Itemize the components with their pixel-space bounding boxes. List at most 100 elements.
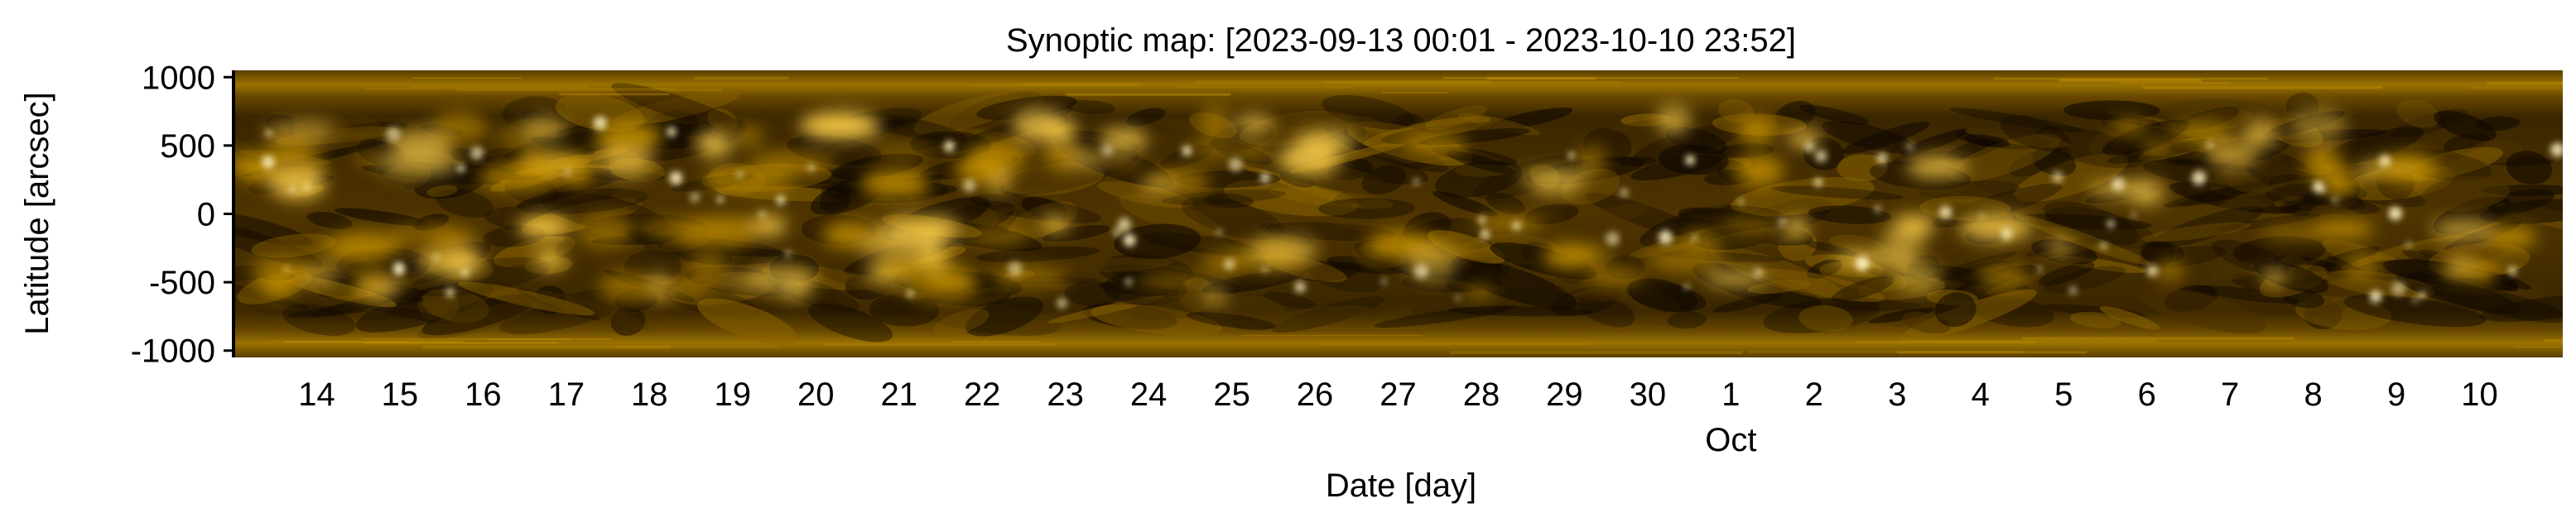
active-region — [954, 156, 1009, 183]
y-tick-label: -1000 — [131, 333, 215, 370]
active-region — [2431, 219, 2496, 240]
texture-patch — [937, 287, 1010, 309]
texture-patch — [1803, 241, 1857, 256]
active-region — [751, 151, 834, 175]
texture-patch — [2014, 153, 2128, 202]
bright-point — [1905, 142, 1914, 151]
limb-streak — [1066, 93, 1230, 96]
active-region — [1704, 273, 1768, 285]
bright-point — [2508, 266, 2517, 276]
texture-patch — [2044, 266, 2126, 294]
texture-patch — [1203, 193, 1254, 208]
bright-point — [943, 141, 956, 152]
texture-patch — [306, 211, 353, 229]
active-region — [2110, 119, 2147, 133]
texture-patch — [1667, 311, 1707, 329]
active-region — [534, 250, 566, 271]
limb-streak — [2058, 79, 2202, 82]
active-region — [1473, 217, 1546, 230]
limb-streak — [824, 343, 1057, 346]
texture-patch — [1842, 122, 1930, 154]
bright-point — [1855, 256, 1870, 271]
texture-patch — [1161, 189, 1286, 205]
limb-streak — [1450, 351, 1743, 354]
bright-point — [717, 196, 724, 204]
active-region — [430, 230, 479, 244]
bright-point — [1229, 157, 1243, 172]
limb-streak — [1487, 77, 1596, 80]
x-tick-label: 26 — [1297, 376, 1334, 413]
active-region — [1717, 218, 1784, 235]
bright-point — [445, 288, 455, 297]
heatmap-image — [234, 70, 2563, 357]
x-tick-label: 25 — [1213, 376, 1250, 413]
active-region — [2290, 108, 2347, 141]
active-region — [1787, 131, 1822, 146]
texture-patch — [525, 289, 651, 330]
texture-patch — [2343, 295, 2486, 328]
texture-patch — [1485, 192, 1525, 215]
texture-patch — [1224, 179, 1359, 217]
active-region — [2304, 146, 2343, 175]
bright-point — [962, 179, 976, 193]
bright-point — [1413, 178, 1420, 185]
x-tick-label: 24 — [1130, 376, 1168, 413]
texture-patch — [334, 208, 429, 227]
texture-patch — [2273, 195, 2304, 207]
texture-patch — [1424, 105, 1487, 131]
limb-streak — [1023, 82, 1143, 86]
texture-patch — [2272, 255, 2342, 272]
bright-point — [1620, 188, 1629, 197]
limb-streak — [422, 345, 672, 349]
texture-patch — [1186, 312, 1276, 330]
x-tick-label: 22 — [964, 376, 1001, 413]
active-region — [389, 129, 453, 160]
texture-patch — [2034, 126, 2146, 169]
texture-patch — [1446, 151, 1514, 175]
bright-point — [2052, 171, 2063, 183]
active-region — [1201, 252, 1246, 275]
x-tick-label: 9 — [2387, 376, 2405, 413]
texture-patch — [1432, 190, 1498, 217]
texture-patch — [2011, 213, 2152, 230]
active-region — [1238, 146, 1270, 158]
bright-point — [784, 250, 792, 257]
active-region — [1528, 169, 1582, 197]
active-region — [431, 112, 488, 143]
texture-patch — [913, 93, 1022, 135]
texture-patch — [1202, 270, 1304, 295]
x-tick-label: 15 — [382, 376, 419, 413]
texture-patch — [534, 285, 566, 314]
active-region — [2323, 173, 2353, 198]
texture-patch — [251, 233, 336, 258]
limb-streak — [2021, 337, 2294, 340]
bright-point — [2332, 197, 2338, 204]
x-tick-label: 14 — [298, 376, 335, 413]
texture-patch — [1066, 100, 1115, 115]
bright-point — [302, 183, 311, 192]
texture-patch — [1932, 183, 2063, 228]
texture-patch — [1807, 259, 1842, 279]
active-region — [638, 284, 712, 297]
texture-patch — [1949, 108, 2083, 132]
texture-patch — [1709, 246, 1843, 300]
texture-patch — [1272, 296, 1386, 333]
x-tick-label: 27 — [1379, 376, 1417, 413]
texture-patch — [1771, 185, 1904, 200]
limb-streak — [1747, 350, 2025, 353]
x-axis-month-label: Oct — [1705, 422, 1756, 458]
texture-patch — [1919, 180, 2020, 199]
texture-patch — [625, 229, 661, 245]
bright-point — [1455, 295, 1461, 301]
active-region — [965, 228, 1030, 244]
texture-patch — [355, 281, 494, 333]
bright-point — [669, 171, 683, 185]
active-region — [1579, 145, 1606, 176]
texture-patch — [852, 113, 968, 142]
active-region — [2169, 120, 2232, 143]
texture-patch — [2169, 181, 2301, 214]
active-region — [1234, 116, 1274, 132]
active-region — [1098, 129, 1148, 150]
active-region — [522, 116, 566, 140]
